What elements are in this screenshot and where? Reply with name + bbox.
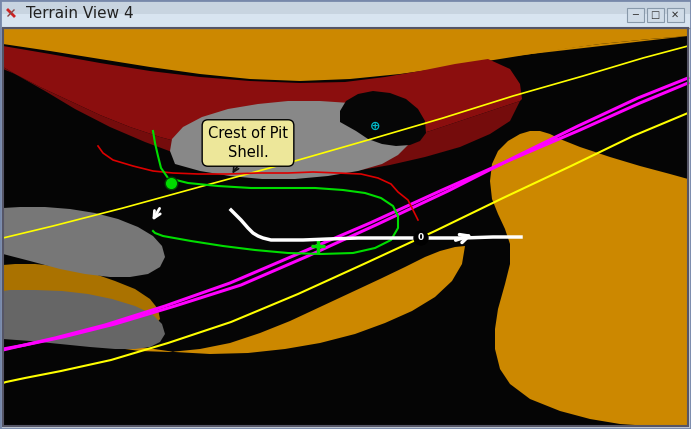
- Bar: [667, 8, 684, 22]
- Text: ✕: ✕: [671, 10, 679, 20]
- Bar: [0, 14, 691, 28]
- Polygon shape: [3, 264, 160, 426]
- Polygon shape: [3, 246, 465, 426]
- Polygon shape: [3, 207, 165, 289]
- Polygon shape: [488, 36, 688, 426]
- Text: □: □: [650, 10, 660, 20]
- Polygon shape: [3, 28, 688, 81]
- Bar: [627, 8, 644, 22]
- Text: 0: 0: [418, 233, 424, 242]
- Polygon shape: [3, 67, 520, 174]
- Bar: [0, 0, 691, 28]
- Text: ⊕: ⊕: [370, 120, 380, 133]
- Polygon shape: [170, 101, 410, 179]
- Bar: [647, 8, 664, 22]
- Polygon shape: [340, 91, 426, 146]
- Circle shape: [414, 231, 428, 245]
- Text: Terrain View 4: Terrain View 4: [26, 6, 133, 21]
- Text: ─: ─: [632, 10, 638, 20]
- Polygon shape: [3, 46, 522, 155]
- Text: Crest of Pit
Shell.: Crest of Pit Shell.: [208, 126, 288, 160]
- Polygon shape: [3, 290, 165, 426]
